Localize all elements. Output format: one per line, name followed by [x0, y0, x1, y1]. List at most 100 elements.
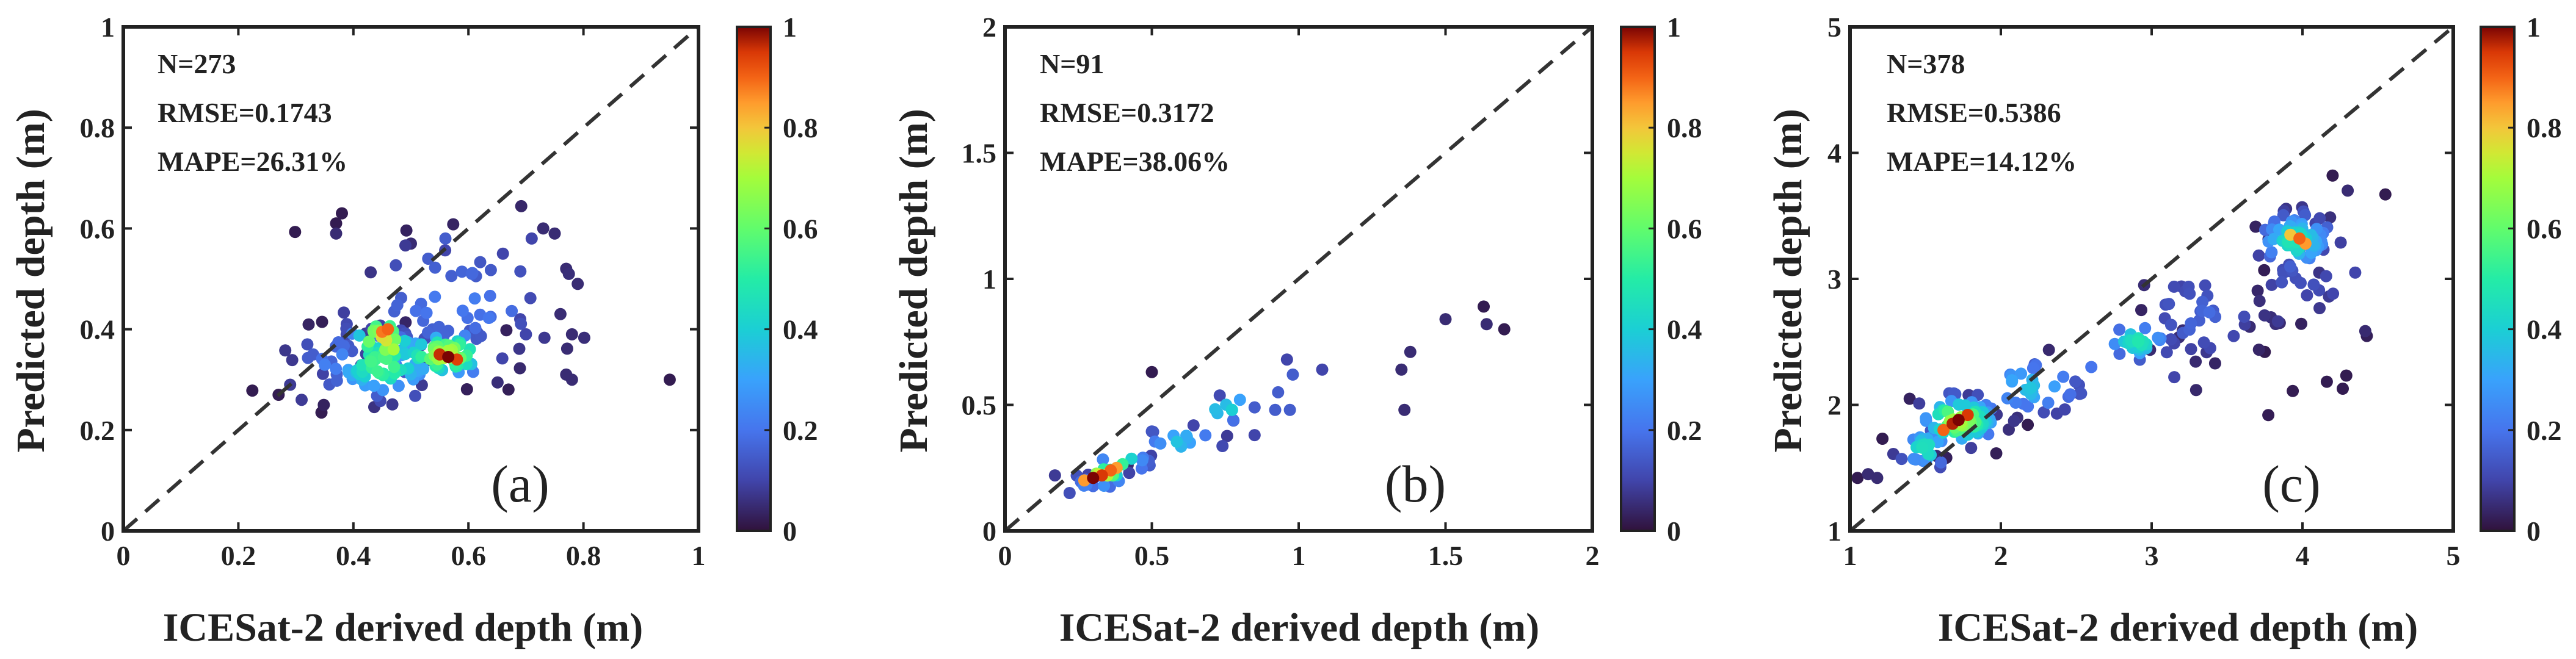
panel-a-label: (a) [491, 455, 549, 513]
panel-b-point [1286, 368, 1299, 381]
panel-c-point [2313, 302, 2326, 314]
panel-c-y-axis-label: Predicted depth (m) [1766, 109, 1810, 452]
panel-b-point [1213, 389, 1226, 402]
colorbar-tick-label: 0.2 [2527, 415, 2562, 446]
panel-c-identity-line [1849, 25, 2454, 533]
colorbar-tick-label: 0 [783, 516, 797, 547]
panel-a-point [386, 398, 399, 411]
panel-a-point [330, 227, 343, 240]
panel-a-point [500, 324, 513, 337]
panel-a-point [506, 304, 518, 317]
panel-a-point [513, 342, 526, 355]
panel-a-point [565, 328, 578, 340]
panel-c-point [2008, 414, 2020, 427]
panel-c-point [2379, 188, 2392, 201]
panel-c-stat-rmse: RMSE=0.5386 [1887, 97, 2061, 128]
panel-c-point [2048, 380, 2061, 393]
colorbar-tick-label: 0 [1667, 516, 1681, 547]
panel-a-point [400, 224, 413, 237]
x-tick-label: 1 [692, 540, 706, 571]
panel-a-point [399, 239, 412, 252]
panel-a-point [398, 334, 411, 347]
x-tick-label: 1.5 [1428, 540, 1464, 571]
panel-a-point [561, 342, 573, 355]
panel-c-point [2324, 211, 2337, 224]
panel-c-point [2284, 260, 2296, 273]
panel-c-point [2160, 346, 2173, 359]
panel-c-point [1952, 414, 1965, 427]
panel-c-point [2227, 330, 2240, 342]
panel-a-point [368, 380, 380, 392]
panel-c-point [2208, 357, 2221, 370]
panel-c-point [2238, 311, 2251, 323]
panel-a-point [571, 278, 584, 290]
panel-c-point [2265, 246, 2278, 259]
colorbar-tick-label: 0.4 [2527, 314, 2562, 345]
panel-b-label: (b) [1385, 455, 1446, 513]
panel-c-point [1871, 472, 1884, 484]
panel-a-point [330, 362, 343, 375]
panel-b-stat-mape: MAPE=38.06% [1040, 146, 1230, 177]
panel-a-point [491, 376, 504, 389]
panel-a-point [363, 335, 376, 348]
panel-a-point [422, 253, 435, 265]
panel-b-point [1498, 323, 1511, 336]
panel-b-point [1225, 403, 1238, 416]
panel-b-point [1136, 454, 1148, 467]
panel-a-point [520, 328, 532, 340]
panel-b-x-ticks: 0 0.5 1 1.5 2 [998, 27, 1600, 571]
panel-b-y-ticks: 0 0.5 1 1.5 2 [962, 12, 1592, 547]
panel-b-point [1283, 403, 1296, 416]
panel-a-points [246, 200, 676, 419]
panel-c-point [2190, 384, 2202, 397]
panel-a-point [388, 361, 401, 373]
panel-c-point [2342, 184, 2354, 197]
panel-c-point [2185, 343, 2197, 356]
panel-a: 0 0.2 0.4 0.6 0.8 1 0 0.2 0.4 0.6 0.8 1 ICESat-2 d… [9, 12, 818, 650]
panel-c-point [2168, 371, 2181, 384]
panel-b-point [1209, 403, 1222, 416]
panel-a-point [365, 355, 377, 368]
x-tick-label: 0.2 [221, 540, 256, 571]
panel-c-point [1937, 423, 1950, 436]
panel-a-point [391, 299, 404, 312]
y-tick-label: 4 [1827, 138, 1841, 169]
colorbar-tick-label: 0.6 [1667, 213, 1702, 244]
x-tick-label: 0 [998, 540, 1012, 571]
y-tick-label: 1 [101, 12, 115, 43]
panel-b-colorbar [1620, 26, 1656, 532]
panel-c-label: (c) [2262, 455, 2320, 513]
panel-a-point [246, 384, 259, 397]
panel-a-point [389, 333, 402, 346]
panel-b-point [1478, 300, 1490, 313]
panel-a-point [429, 290, 441, 303]
panel-c-point [2164, 319, 2177, 331]
y-tick-label: 5 [1827, 12, 1841, 43]
panel-a-point [439, 232, 452, 245]
panel-c-point [2064, 388, 2077, 401]
panel-a-point [524, 292, 537, 304]
panel-a-point [484, 264, 497, 276]
panel-c-point [1965, 442, 1978, 455]
panel-b-point [1063, 487, 1076, 499]
panel-c-point [2252, 344, 2265, 356]
panel-c-point [2057, 370, 2070, 383]
panel-c-point [2277, 209, 2290, 221]
panel-b-point [1147, 425, 1159, 438]
panel-c-point [2340, 369, 2353, 382]
panel-c-point [2113, 347, 2126, 360]
panel-a-point [537, 222, 550, 235]
panel-b-point [1125, 452, 1138, 465]
panel-a-point [286, 354, 299, 367]
y-tick-label: 1.5 [962, 138, 997, 169]
panel-c-point [2185, 317, 2197, 330]
panel-c-point [2313, 212, 2326, 225]
panel-b-point [1248, 401, 1261, 414]
panel-b-stat-rmse: RMSE=0.3172 [1040, 97, 1214, 128]
y-tick-label: 1 [1827, 516, 1841, 547]
panel-a-point [514, 265, 527, 278]
colorbar-tick-label: 0.8 [2527, 112, 2562, 143]
panel-a-colorbar [736, 26, 772, 532]
panel-c-point [1851, 472, 1864, 484]
y-tick-label: 2 [1827, 390, 1841, 421]
